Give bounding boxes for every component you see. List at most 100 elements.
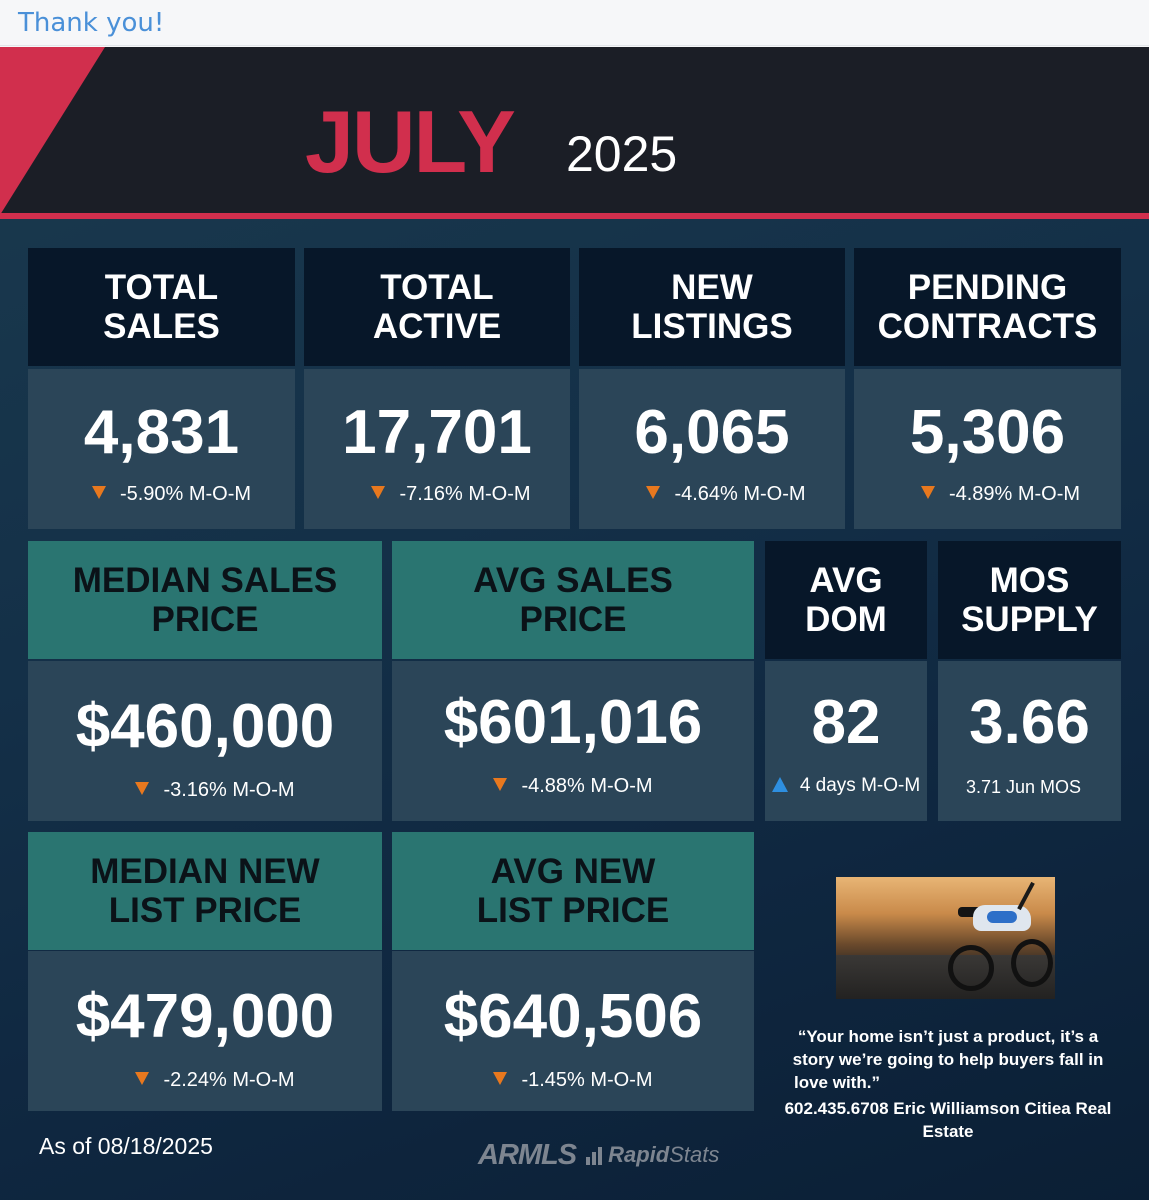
stat-title-line: DOM [805,600,887,639]
quote-line: “Your home isn’t just a product, it’s a [797,1027,1099,1046]
stat-title: MOS SUPPLY [938,541,1121,659]
stat-change: -4.88% M-O-M [392,775,754,798]
stat-card-mos-supply: MOS SUPPLY 3.66 3.71 Jun MOS [938,541,1121,821]
stat-change: -4.64% M-O-M [579,483,845,506]
quote-line: love with.” [794,1073,880,1092]
thank-you-text: Thank you! [18,8,165,38]
stat-change-text: -3.16% M-O-M [163,779,295,801]
stat-title-line: SALES [103,307,220,346]
stat-title-line: MOS [989,560,1070,600]
agent-quote: “Your home isn’t just a product, it’s a … [758,1025,1138,1094]
stat-change: -1.45% M-O-M [392,1069,754,1092]
stat-change-text: 3.71 Jun MOS [965,777,1082,797]
stat-body: $460,000 -3.16% M-O-M [28,661,382,821]
stat-body: 3.66 3.71 Jun MOS [938,661,1121,821]
stat-title-line: ACTIVE [372,307,502,346]
agent-contact: 602.435.6708 Eric Williamson Citiea Real… [756,1097,1140,1143]
stat-change: 4 days M-O-M [765,775,927,797]
stat-value: 4,831 [83,398,240,467]
stat-value: $601,016 [443,688,703,757]
down-triangle-icon [920,486,935,499]
top-bar: Thank you! [0,0,1149,46]
stat-change-text: -4.89% M-O-M [948,483,1081,505]
stat-title-line: PENDING [907,267,1068,307]
stat-title-line: TOTAL [380,267,494,307]
month-title: JULY [305,92,516,191]
stat-title-line: MEDIAN NEW [90,851,320,891]
bars-icon [586,1145,604,1165]
stat-card-total-active: TOTAL ACTIVE 17,701 -7.16% M-O-M [304,248,570,529]
tank-stripe-shape [987,911,1017,923]
stat-change-text: -4.88% M-O-M [521,775,653,797]
stat-change: -4.89% M-O-M [854,483,1121,506]
stat-title-line: PRICE [519,600,627,639]
stat-change-text: -4.64% M-O-M [674,483,806,505]
stat-body: 17,701 -7.16% M-O-M [304,369,570,529]
stat-body: 82 4 days M-O-M [765,661,927,821]
stat-title-line: PRICE [151,600,259,639]
armls-rapidstats-logo: ARMLS Rapid Stats [478,1139,719,1171]
down-triangle-icon [646,486,661,499]
stat-title-line: LISTINGS [631,307,793,346]
stat-title-line: LIST PRICE [476,891,670,930]
stat-change: 3.71 Jun MOS [932,777,1115,798]
stat-card-avg-new-list-price: AVG NEW LIST PRICE $640,506 -1.45% M-O-M [392,832,754,1111]
logo-armls: ARMLS [478,1138,577,1171]
year-title: 2025 [566,126,678,182]
stat-card-avg-dom: AVG DOM 82 4 days M-O-M [765,541,927,821]
quote-line: story we’re going to help buyers fall in [792,1050,1104,1069]
stat-body: 4,831 -5.90% M-O-M [28,369,295,529]
stat-change-text: -2.24% M-O-M [163,1069,295,1091]
stat-value: 3.66 [969,688,1090,757]
stat-title: TOTAL ACTIVE [304,248,570,366]
stat-body: 5,306 -4.89% M-O-M [854,369,1121,529]
as-of-date: As of 08/18/2025 [39,1133,213,1159]
front-wheel-shape [1011,939,1053,987]
contact-line: 602.435.6708 Eric Williamson Citiea Real [784,1099,1112,1118]
stat-card-median-sales-price: MEDIAN SALES PRICE $460,000 -3.16% M-O-M [28,541,382,821]
fuel-tank-shape [973,905,1031,931]
stat-title-line: NEW [671,267,753,307]
stat-title: NEW LISTINGS [579,248,845,366]
stat-body: $601,016 -4.88% M-O-M [392,661,754,821]
logo-stats: Stats [669,1142,720,1167]
down-triangle-icon [493,778,508,791]
down-triangle-icon [91,486,106,499]
stat-value: 5,306 [909,398,1066,467]
rear-wheel-shape [948,945,994,991]
red-wedge-decoration [0,47,105,215]
stat-change: -7.16% M-O-M [304,483,570,506]
stat-change-text: 4 days M-O-M [799,775,921,796]
up-triangle-icon [771,777,788,792]
logo-rapid: Rapid [608,1142,670,1167]
stat-change: -3.16% M-O-M [28,779,382,802]
stat-title-line: AVG NEW [490,851,656,891]
stat-title: AVG SALES PRICE [392,541,754,659]
stat-value: $640,506 [443,982,703,1051]
stat-value: $479,000 [75,982,335,1051]
stat-change-text: -1.45% M-O-M [521,1069,653,1091]
handlebar-shape [1017,881,1035,911]
stat-title-line: SUPPLY [961,600,1098,639]
stat-card-new-listings: NEW LISTINGS 6,065 -4.64% M-O-M [579,248,845,529]
stat-title-line: CONTRACTS [877,307,1098,346]
stat-title: MEDIAN NEW LIST PRICE [28,832,382,950]
red-divider [0,213,1149,219]
stat-card-median-new-list-price: MEDIAN NEW LIST PRICE $479,000 -2.24% M-O… [28,832,382,1111]
stat-change: -5.90% M-O-M [28,483,295,506]
stat-title-line: TOTAL [104,267,219,307]
stat-value: 6,065 [634,398,790,467]
stat-change-text: -5.90% M-O-M [119,483,252,505]
stat-title: AVG NEW LIST PRICE [392,832,754,950]
stat-title: PENDING CONTRACTS [854,248,1121,366]
motorcycle-photo [836,877,1055,999]
stat-body: 6,065 -4.64% M-O-M [579,369,845,529]
stat-title-line: MEDIAN SALES [72,560,338,600]
down-triangle-icon [135,782,150,795]
market-stats-poster: JULY 2025 TOTAL SALES 4,831 -5.90% M-O-M … [0,47,1149,1200]
stat-title-line: AVG [809,560,883,600]
poster-header: JULY 2025 [0,47,1149,219]
stat-change-text: -7.16% M-O-M [399,483,531,505]
stat-body: $640,506 -1.45% M-O-M [392,951,754,1111]
stat-card-avg-sales-price: AVG SALES PRICE $601,016 -4.88% M-O-M [392,541,754,821]
